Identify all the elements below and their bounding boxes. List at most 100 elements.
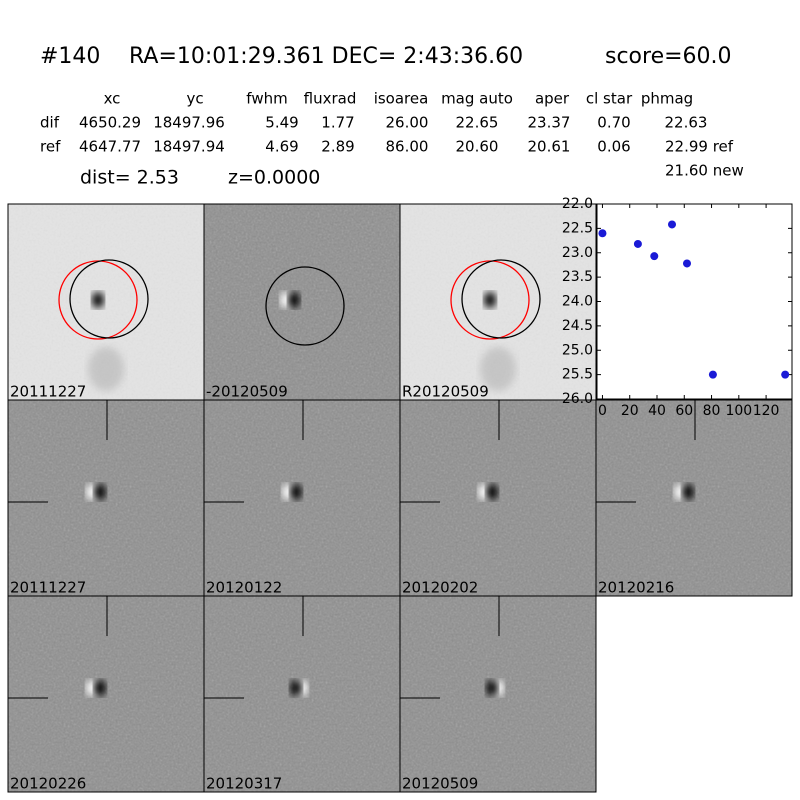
table-cell: 18497.96 [153,114,225,132]
x-tick-label: 20 [621,403,639,419]
panel-noise [596,400,792,596]
panel-label: 20120509 [402,775,478,793]
source-blob [486,680,498,696]
table-cell: 2.89 [321,138,354,156]
score: score=60.0 [605,44,732,69]
source-blob [484,292,496,308]
table-cell: 4647.77 [79,138,141,156]
panel-noise [204,204,400,400]
column-header: xc [104,90,121,108]
data-point [668,220,676,229]
distance: dist= 2.53 [80,167,179,189]
image-panel: -20120509 [203,203,401,401]
image-panel: 20120509 [399,595,597,793]
table-cell: 0.70 [597,114,630,132]
y-tick-label: 25.5 [562,367,593,383]
candidate-id: #140 [40,44,100,69]
panel-label: 20120216 [598,579,674,597]
image-panel: 20111227 [7,399,205,597]
panel-noise [400,400,596,596]
x-tick-label: 80 [703,403,721,419]
column-header: aper [535,90,570,108]
aperture-circle [69,259,149,339]
image-panel: 20120216 [595,399,793,597]
y-tick-label: 23.0 [562,245,593,261]
table-cell: 0.06 [597,138,630,156]
x-tick-label: 0 [598,403,607,419]
table-cell: 5.49 [265,114,298,132]
panel-label: 20111227 [10,579,86,597]
source-blob [486,484,498,500]
column-header: isoarea [374,90,429,108]
table-cell: 4.69 [265,138,298,156]
table-cell: 20.61 [528,138,571,156]
column-header: fwhm [246,90,287,108]
plot-area [596,203,793,400]
y-tick-label: 23.5 [562,269,593,285]
column-header: fluxrad [304,90,357,108]
data-point [708,370,717,379]
image-panel: R20120509 [399,203,597,401]
panel-label: 20111227 [10,383,86,401]
panel-noise [8,596,204,792]
aperture-circle [265,266,345,346]
row-label: dif [40,114,60,132]
column-header: mag auto [441,90,513,108]
x-tick-label: 60 [675,403,693,419]
image-panel: 20111227 [7,203,205,401]
panel-label: 20120317 [206,775,282,793]
table-cell: 18497.94 [153,138,225,156]
y-tick-label: 24.0 [562,294,593,310]
table-cell: 4650.29 [79,114,141,132]
source-blob [290,484,302,500]
column-header: phmag [641,90,693,108]
table-cell: 23.37 [528,114,571,132]
image-panel: 20120122 [203,399,401,597]
source-blob [290,680,302,696]
column-header: yc [186,90,203,108]
y-tick-label: 22.0 [562,196,593,212]
data-point [683,259,691,268]
source-blob [94,680,106,696]
y-tick-label: 24.5 [562,318,593,334]
table-cell: 22.65 [456,114,499,132]
data-point [633,239,642,248]
table-cell: 22.99 ref [665,138,734,156]
host-glow [480,347,516,391]
y-tick-label: 25.0 [562,342,593,358]
panel-label: 20120202 [402,579,478,597]
x-tick-label: 40 [648,403,666,419]
x-tick-label: 120 [753,403,780,419]
new-mag: 21.60 new [665,162,744,180]
panel-label: -20120509 [206,383,288,401]
image-panel: 20120226 [7,595,205,793]
panel-label: R20120509 [402,383,489,401]
table-cell: 86.00 [386,138,429,156]
row-label: ref [40,138,61,156]
panel-border [399,595,597,793]
coordinates: RA=10:01:29.361 DEC= 2:43:36.60 [129,44,523,69]
panel-noise [8,400,204,596]
image-panel: 20120317 [203,595,401,793]
panel-label: 20120122 [206,579,282,597]
source-blob [288,292,300,308]
image-panel: 20120202 [399,399,597,597]
data-point [650,252,659,261]
x-tick-label: 100 [725,403,752,419]
data-point [781,370,790,379]
table-cell: 22.63 [665,114,708,132]
redshift: z=0.0000 [228,167,320,189]
panel-label: 20120226 [10,775,86,793]
panel-border [595,399,793,597]
source-blob [682,484,694,500]
aperture-circle [461,259,541,339]
y-tick-label: 26.0 [562,391,593,407]
table-cell: 20.60 [456,138,499,156]
data-point [598,229,607,238]
host-glow [88,347,124,391]
table-cell: 26.00 [386,114,429,132]
table-cell: 1.77 [321,114,354,132]
column-header: cl star [586,90,633,108]
panel-noise [204,400,400,596]
